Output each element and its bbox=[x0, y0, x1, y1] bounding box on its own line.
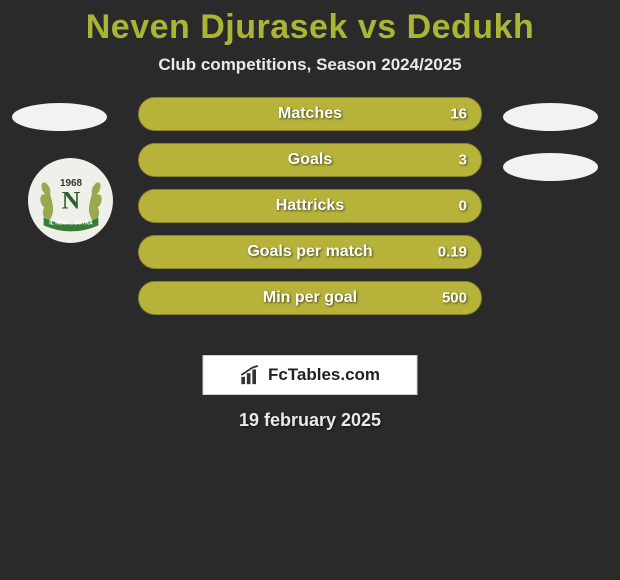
crest-icon: 1968 N IL NEST · SOTRA bbox=[33, 163, 109, 239]
stat-value: 3 bbox=[459, 152, 467, 169]
stat-bar-hattricks: Hattricks 0 bbox=[138, 189, 482, 223]
stat-bar-min-per-goal: Min per goal 500 bbox=[138, 281, 482, 315]
stat-value: 0.19 bbox=[438, 244, 467, 261]
subtitle: Club competitions, Season 2024/2025 bbox=[0, 55, 620, 75]
date-text: 19 february 2025 bbox=[0, 410, 620, 431]
page-title: Neven Djurasek vs Dedukh bbox=[0, 0, 620, 47]
stat-value: 0 bbox=[459, 198, 467, 215]
crest-letter: N bbox=[61, 185, 80, 214]
stat-bar-goals: Goals 3 bbox=[138, 143, 482, 177]
branding-box: FcTables.com bbox=[203, 355, 418, 395]
crest-club: IL NEST · SOTRA bbox=[49, 220, 93, 226]
stat-bar-matches: Matches 16 bbox=[138, 97, 482, 131]
player-left-placeholder-1 bbox=[12, 103, 107, 131]
branding-text: FcTables.com bbox=[268, 365, 380, 385]
stat-label: Goals bbox=[139, 151, 481, 169]
stat-label: Min per goal bbox=[139, 289, 481, 307]
club-crest: 1968 N IL NEST · SOTRA bbox=[28, 158, 113, 243]
stat-value: 16 bbox=[450, 106, 467, 123]
stat-label: Goals per match bbox=[139, 243, 481, 261]
stat-label: Matches bbox=[139, 105, 481, 123]
stat-value: 500 bbox=[442, 290, 467, 307]
chart-icon bbox=[240, 364, 262, 386]
player-right-placeholder-1 bbox=[503, 103, 598, 131]
player-right-placeholder-2 bbox=[503, 153, 598, 181]
stat-label: Hattricks bbox=[139, 197, 481, 215]
stat-bar-goals-per-match: Goals per match 0.19 bbox=[138, 235, 482, 269]
stat-bars: Matches 16 Goals 3 Hattricks 0 Goals per… bbox=[138, 97, 482, 327]
